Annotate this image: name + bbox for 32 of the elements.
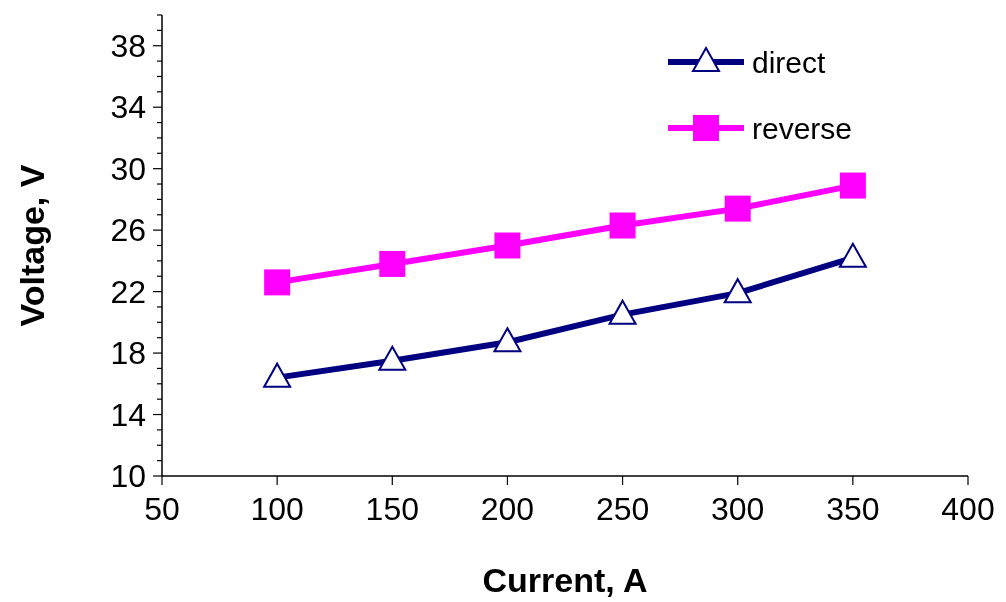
point: [839, 172, 866, 199]
point: [263, 362, 292, 388]
point: [493, 327, 522, 353]
point: [838, 242, 867, 268]
x-tick-label: 250: [595, 491, 650, 527]
point: [378, 345, 407, 371]
point: [494, 232, 521, 259]
y-tick-label: 34: [110, 89, 146, 126]
x-tick-label: 200: [480, 491, 535, 527]
x-tick-label: 350: [826, 491, 880, 527]
point: [379, 250, 406, 277]
point: [264, 269, 291, 296]
y-tick-label: 30: [110, 150, 146, 187]
x-tick-label: 400: [941, 491, 995, 527]
point: [723, 278, 752, 304]
x-tick-label: 300: [711, 491, 765, 527]
x-axis-title: Current, A: [482, 561, 648, 599]
legend-label: direct: [752, 45, 827, 79]
point: [608, 299, 637, 325]
point: [609, 212, 636, 239]
y-tick-label: 10: [110, 458, 146, 495]
legend-label: reverse: [752, 111, 853, 145]
x-tick-label: 50: [144, 491, 180, 527]
x-tick-label: 100: [250, 491, 304, 527]
y-tick-label: 22: [110, 273, 146, 310]
y-axis-title: Voltage, V: [13, 164, 51, 327]
point: [724, 195, 751, 222]
y-tick-label: 26: [110, 212, 146, 249]
y-tick-label: 14: [110, 396, 146, 433]
x-tick-label: 150: [365, 491, 419, 527]
y-tick-label: 38: [110, 27, 146, 64]
y-tick-label: 18: [110, 335, 146, 372]
